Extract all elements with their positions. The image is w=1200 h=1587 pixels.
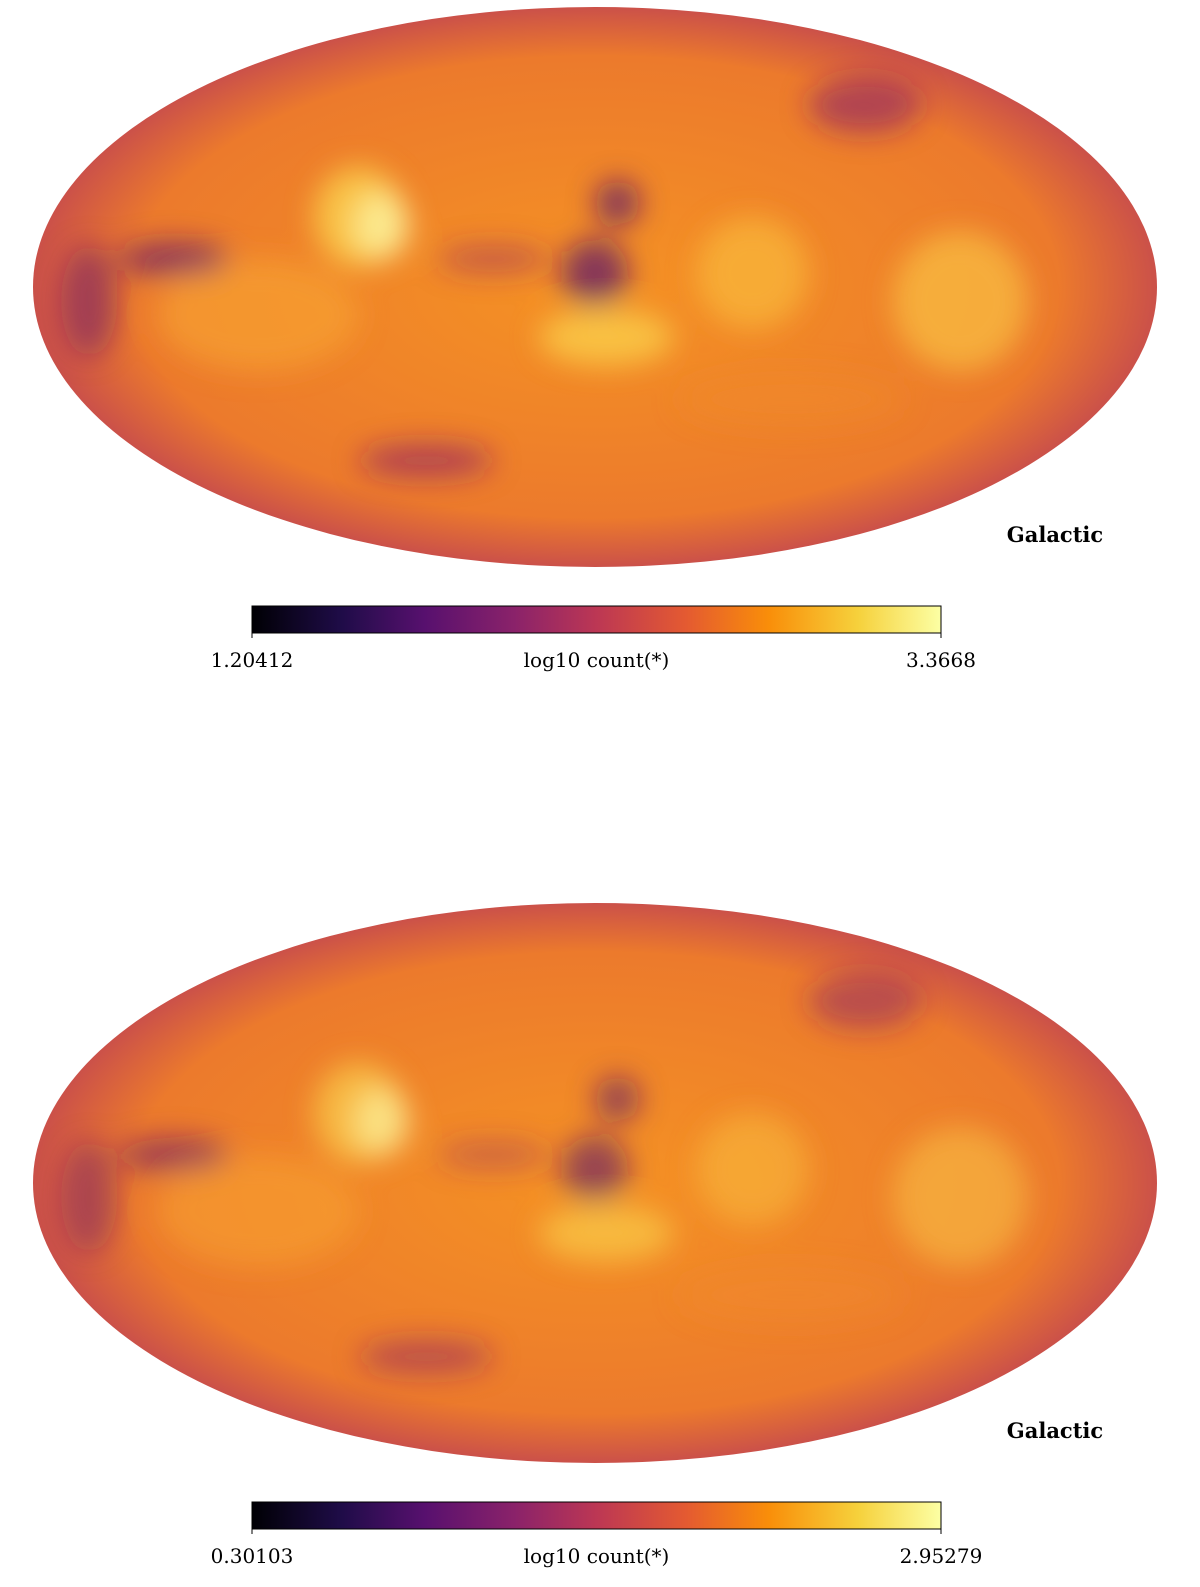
colorbar: [251, 605, 942, 634]
map-patch: [679, 1267, 905, 1323]
map-patch: [561, 239, 629, 307]
colorbar-label: log10 count(*): [524, 1544, 670, 1568]
map-patch: [696, 217, 809, 329]
map-patch: [595, 1076, 640, 1122]
sky-map: Galactic 0.30103 2.95279 log10 count(*): [33, 903, 1157, 1568]
map-patch: [595, 180, 640, 226]
map-texture: [61, 973, 1028, 1374]
coord-label: Galactic: [1007, 1418, 1103, 1443]
map-patch: [538, 1205, 674, 1262]
map-patch: [117, 1138, 230, 1172]
map-patch: [437, 245, 551, 273]
map-patch: [679, 371, 905, 427]
map-patch: [353, 1087, 410, 1155]
colorbar-tick-label: 3.3668: [906, 648, 976, 672]
sky-map: Galactic 1.20412 3.3668 log10 count(*): [33, 7, 1157, 672]
map-patch: [892, 1127, 1028, 1267]
map-patch: [561, 1135, 629, 1203]
map-patch: [358, 1339, 494, 1374]
map-patch: [808, 77, 921, 133]
map-texture: [61, 77, 1028, 478]
map-patch: [353, 191, 410, 259]
colorbar-tick-label: 0.30103: [211, 1544, 294, 1568]
map-patch: [892, 231, 1028, 371]
colorbar: [251, 1501, 942, 1530]
map-patch: [156, 259, 359, 371]
map-patch: [61, 245, 118, 357]
map-patch: [808, 973, 921, 1029]
map-patch: [538, 309, 674, 366]
colorbar-tick-label: 2.95279: [900, 1544, 983, 1568]
map-patch: [61, 1141, 118, 1253]
coord-label: Galactic: [1007, 522, 1103, 547]
map-patch: [696, 1113, 809, 1225]
colorbar-tick-label: 1.20412: [211, 648, 294, 672]
map-patch: [358, 443, 494, 478]
colorbar-label: log10 count(*): [524, 648, 670, 672]
map-patch: [437, 1141, 551, 1169]
map-patch: [117, 242, 230, 276]
map-patch: [156, 1155, 359, 1267]
